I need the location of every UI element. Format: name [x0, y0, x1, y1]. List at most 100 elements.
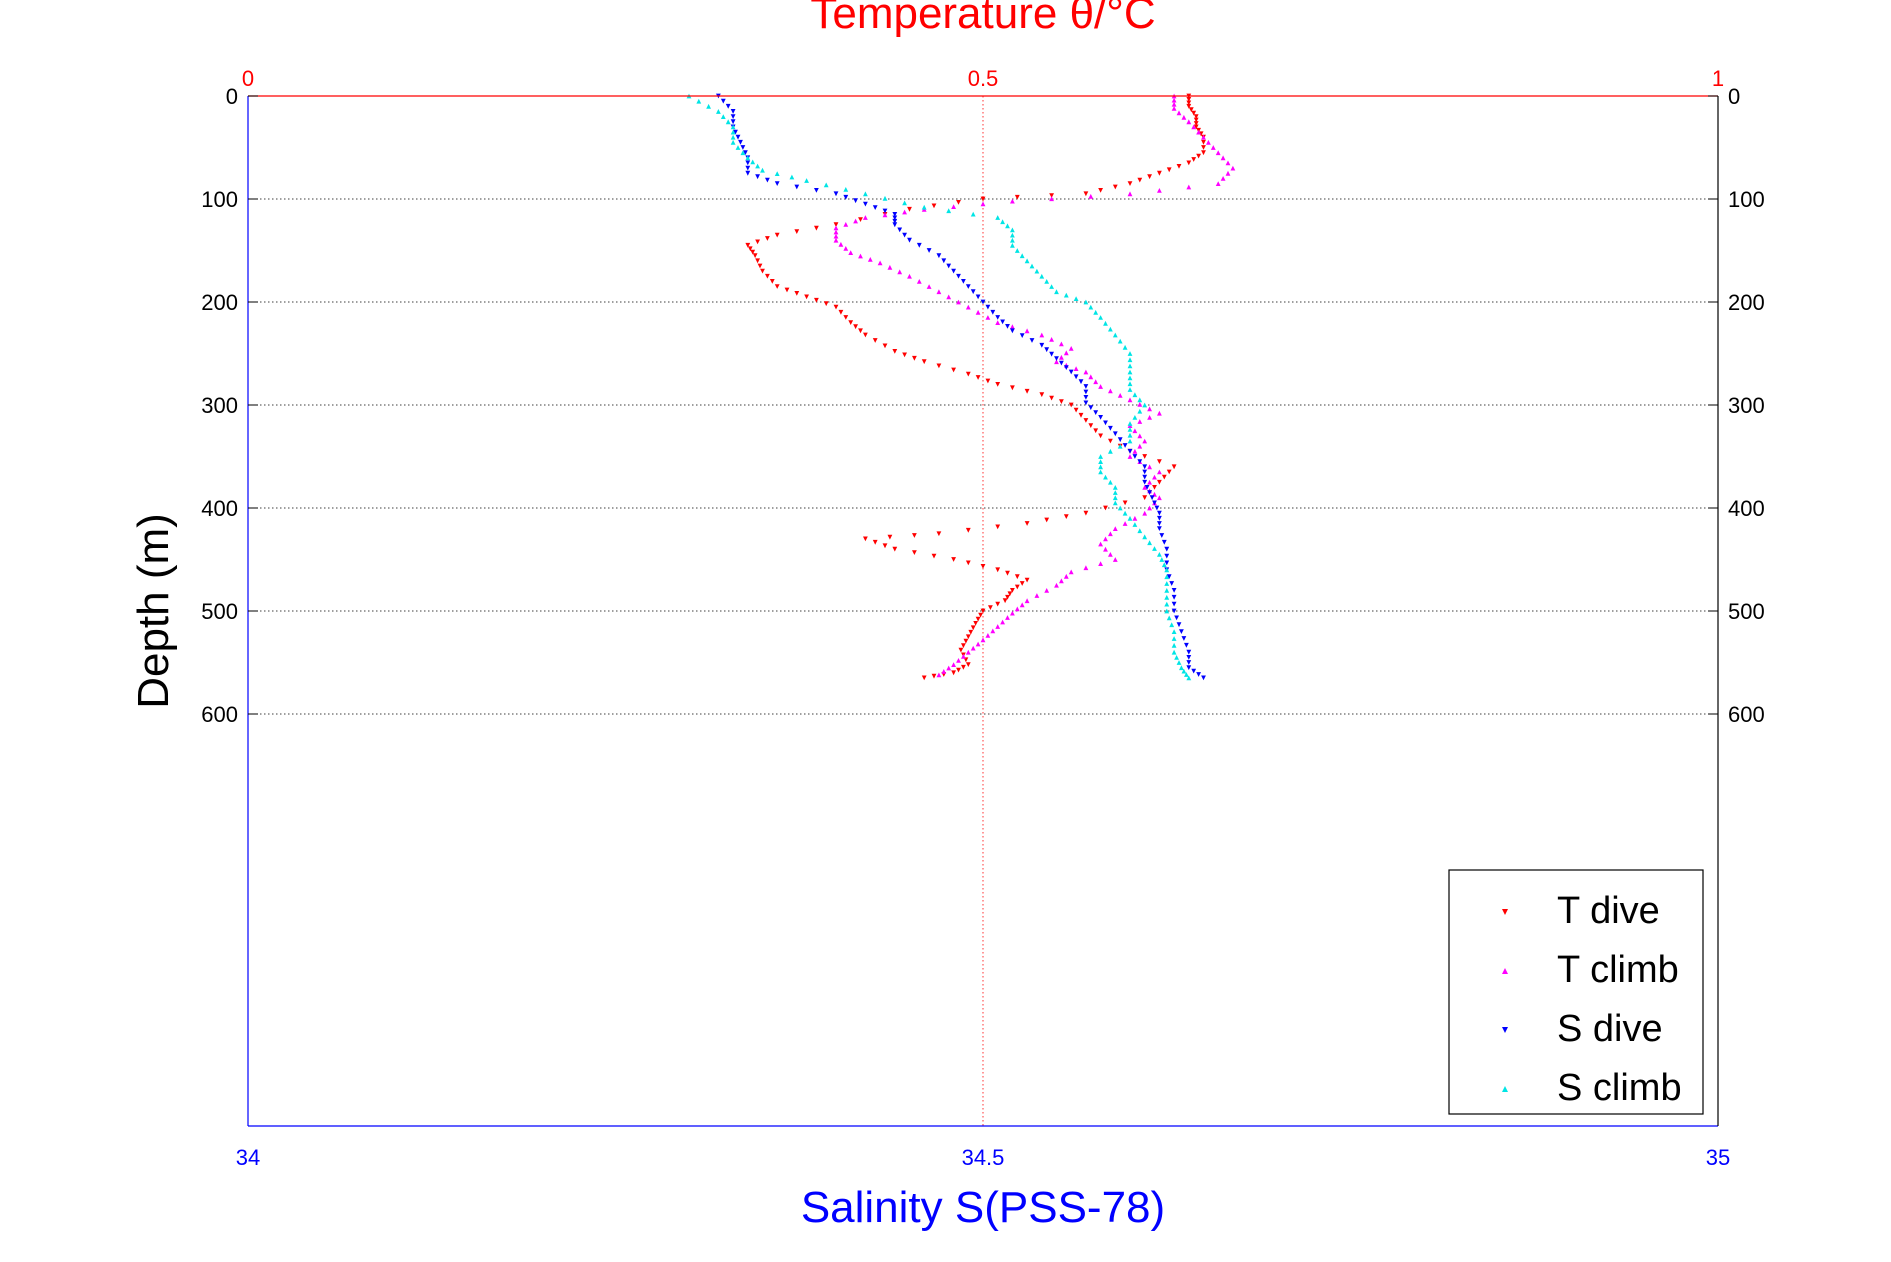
data-point-t-climb — [1210, 145, 1216, 150]
data-point-s-dive — [907, 237, 912, 243]
data-point-t-climb — [956, 299, 961, 305]
data-point-s-dive — [745, 160, 751, 166]
data-point-s-climb — [1186, 675, 1192, 681]
data-point-t-climb — [1122, 521, 1128, 526]
data-point-t-climb — [1147, 505, 1152, 511]
data-point-t-dive — [892, 349, 898, 354]
data-point-t-climb — [833, 225, 839, 231]
data-point-s-dive — [892, 215, 898, 221]
data-point-t-dive — [794, 291, 800, 296]
data-point-s-dive — [995, 315, 1001, 320]
data-point-t-dive — [1188, 107, 1194, 113]
data-point-s-climb — [823, 182, 829, 188]
data-point-s-dive — [892, 218, 898, 224]
data-point-s-climb — [1127, 515, 1133, 521]
data-point-t-climb — [1157, 410, 1162, 416]
data-point-s-dive — [733, 129, 738, 135]
data-point-t-dive — [1147, 174, 1152, 180]
data-point-s-climb — [1127, 363, 1133, 369]
data-point-t-climb — [1137, 401, 1143, 407]
data-point-t-climb — [1063, 573, 1069, 579]
data-point-t-climb — [946, 294, 952, 300]
data-point-s-climb — [1142, 402, 1148, 408]
data-point-t-dive — [1049, 193, 1054, 198]
data-point-t-climb — [882, 212, 888, 218]
data-point-t-dive — [1201, 150, 1206, 156]
data-point-s-dive — [1147, 490, 1152, 495]
data-point-s-dive — [1068, 369, 1074, 375]
data-point-s-climb — [970, 211, 976, 217]
data-point-t-dive — [965, 527, 971, 533]
data-point-t-dive — [1186, 103, 1192, 109]
data-point-s-climb — [1171, 649, 1177, 655]
data-point-t-dive — [1014, 194, 1020, 200]
data-point-t-dive — [980, 196, 986, 202]
data-point-s-climb — [1127, 375, 1133, 381]
data-point-s-dive — [794, 184, 800, 190]
data-point-t-dive — [1193, 117, 1199, 123]
data-point-s-climb — [1044, 279, 1050, 284]
data-point-t-climb — [1230, 165, 1236, 171]
data-point-t-climb — [1049, 196, 1054, 202]
y-tick-label-left: 200 — [201, 290, 238, 315]
data-point-t-dive — [1010, 385, 1015, 391]
data-point-s-dive — [1010, 328, 1015, 334]
data-point-t-climb — [1024, 328, 1030, 334]
data-point-t-dive — [951, 670, 956, 676]
data-point-s-dive — [1049, 351, 1054, 357]
salinity-tick-label: 35 — [1706, 1145, 1730, 1170]
data-point-t-dive — [912, 550, 917, 555]
data-point-t-dive — [747, 246, 753, 252]
data-point-t-dive — [1088, 423, 1094, 428]
data-point-s-climb — [1098, 315, 1103, 320]
temperature-tick-label: 1 — [1712, 66, 1724, 91]
data-point-t-dive — [887, 534, 893, 540]
data-point-t-climb — [833, 233, 839, 239]
data-point-s-dive — [926, 248, 932, 253]
data-point-s-dive — [882, 208, 888, 214]
data-point-t-climb — [1152, 474, 1157, 480]
data-point-s-dive — [743, 150, 748, 156]
data-point-s-climb — [1164, 601, 1170, 607]
data-point-s-dive — [735, 134, 741, 140]
data-point-t-dive — [1014, 584, 1020, 590]
data-point-t-dive — [902, 352, 907, 358]
data-point-s-climb — [1117, 505, 1123, 511]
data-point-t-dive — [1002, 598, 1008, 604]
data-point-s-climb — [1010, 237, 1015, 243]
data-point-t-climb — [1103, 546, 1108, 552]
data-point-t-climb — [887, 264, 893, 270]
data-point-s-dive — [730, 109, 736, 114]
data-point-s-dive — [892, 222, 898, 228]
data-point-s-climb — [1169, 622, 1175, 628]
data-point-t-climb — [897, 269, 903, 275]
data-point-t-climb — [956, 658, 961, 663]
data-point-s-dive — [738, 139, 743, 145]
data-point-t-dive — [1193, 121, 1199, 126]
data-point-s-dive — [765, 177, 770, 183]
data-point-s-climb — [902, 200, 907, 206]
data-point-t-dive — [1078, 412, 1084, 418]
data-point-s-dive — [1149, 495, 1155, 501]
data-point-s-dive — [843, 194, 849, 200]
data-point-t-dive — [892, 546, 898, 552]
data-point-t-dive — [951, 557, 956, 562]
data-point-s-climb — [843, 187, 849, 192]
data-point-s-dive — [1005, 324, 1010, 329]
data-point-s-climb — [760, 167, 765, 173]
data-point-t-dive — [872, 338, 878, 343]
data-point-t-dive — [1142, 495, 1148, 501]
data-point-s-dive — [1117, 437, 1123, 443]
data-point-s-climb — [1098, 464, 1103, 470]
data-point-t-dive — [1201, 145, 1206, 150]
data-point-t-dive — [973, 621, 978, 626]
data-point-s-dive — [1152, 500, 1157, 506]
data-point-t-climb — [1132, 515, 1138, 521]
data-point-t-dive — [1098, 433, 1103, 439]
data-point-s-climb — [1171, 636, 1177, 641]
data-point-s-dive — [1186, 660, 1192, 665]
data-point-t-dive — [838, 309, 844, 315]
data-point-s-dive — [1179, 629, 1184, 634]
data-point-t-climb — [1010, 610, 1015, 616]
